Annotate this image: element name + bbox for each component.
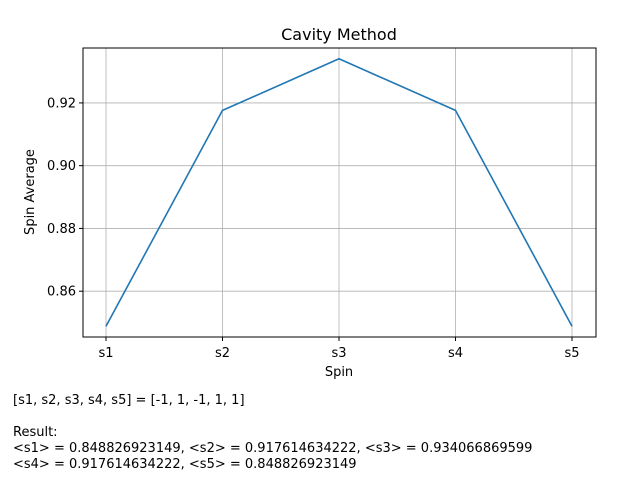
result-heading: Result: xyxy=(13,425,58,440)
plot-frame xyxy=(82,47,597,338)
y-axis-label: Spin Average xyxy=(23,149,38,235)
chart-figure: Cavity Method s1 s2 s3 s4 s5 0.86 0.88 0.90 0.9… xyxy=(23,25,597,380)
y-tick-label: 0.86 xyxy=(47,285,76,300)
y-tick-label: 0.88 xyxy=(47,222,76,237)
result-line-2: <s4> = 0.917614634222, <s5> = 0.84882692… xyxy=(13,457,357,472)
result-line-1: <s1> = 0.848826923149, <s2> = 0.91761463… xyxy=(13,441,533,456)
x-axis: s1 s2 s3 s4 s5 xyxy=(98,337,580,361)
y-axis: 0.86 0.88 0.90 0.92 xyxy=(47,96,83,300)
x-tick-label: s3 xyxy=(331,346,346,361)
grid-lines xyxy=(83,48,596,337)
y-tick-label: 0.90 xyxy=(47,159,76,174)
config-line: [s1, s2, s3, s4, s5] = [-1, 1, -1, 1, 1] xyxy=(13,393,245,408)
x-axis-label: Spin xyxy=(325,365,353,380)
x-tick-label: s2 xyxy=(215,346,230,361)
series-layer xyxy=(105,57,573,327)
y-tick-label: 0.92 xyxy=(47,96,76,111)
result-notes: [s1, s2, s3, s4, s5] = [-1, 1, -1, 1, 1]… xyxy=(13,393,532,473)
x-tick-label: s5 xyxy=(564,346,579,361)
spacer-line xyxy=(13,409,532,425)
x-tick-label: s1 xyxy=(98,346,113,361)
series-line xyxy=(105,57,573,327)
x-tick-label: s4 xyxy=(448,346,463,361)
chart-title: Cavity Method xyxy=(281,25,397,44)
